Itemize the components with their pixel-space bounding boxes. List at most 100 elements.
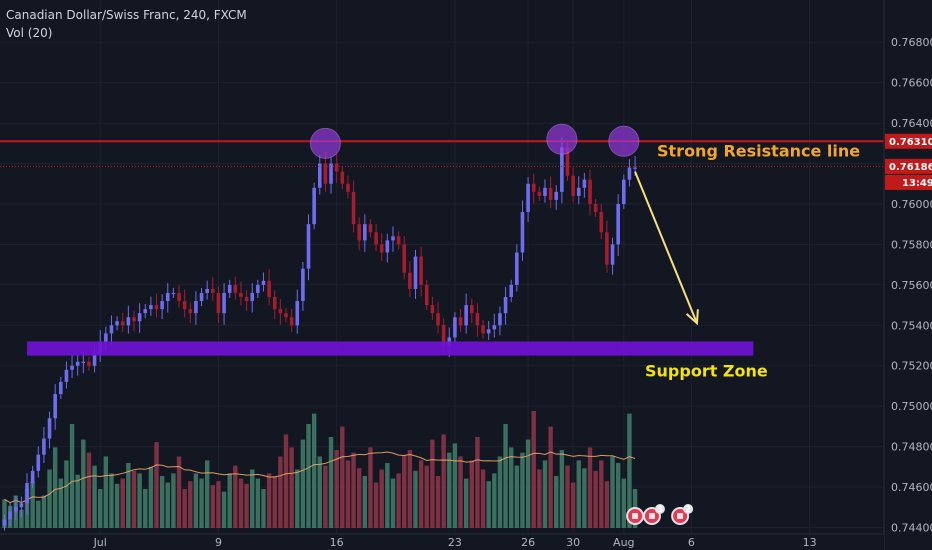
candle-body bbox=[261, 280, 266, 285]
candle-body bbox=[593, 203, 598, 213]
volume-bar bbox=[137, 473, 142, 528]
price-tick-label: 0.75200 bbox=[891, 360, 932, 373]
candle-body bbox=[70, 365, 74, 370]
volume-bar bbox=[317, 456, 322, 528]
volume-bar bbox=[52, 447, 58, 528]
volume-bar bbox=[452, 443, 458, 528]
candle-body bbox=[334, 163, 339, 172]
candle-body bbox=[109, 325, 114, 334]
volume-bar bbox=[356, 468, 362, 528]
price-tick-label: 0.76400 bbox=[891, 117, 932, 130]
volume-bar bbox=[520, 452, 525, 528]
candle-body bbox=[469, 305, 474, 314]
candle-body bbox=[233, 284, 238, 293]
time-tick-label: Aug bbox=[613, 536, 634, 549]
candle-body bbox=[272, 296, 277, 310]
candle-body bbox=[312, 187, 316, 225]
volume-bar bbox=[19, 509, 24, 528]
candle-body bbox=[548, 187, 553, 200]
price-tick-label: 0.74800 bbox=[891, 441, 932, 454]
volume-bar bbox=[176, 456, 182, 528]
volume-bar bbox=[210, 485, 216, 528]
volume-bar bbox=[379, 469, 384, 528]
time-axis-bg bbox=[0, 534, 884, 550]
volume-bar bbox=[497, 456, 503, 528]
volume-bar bbox=[610, 456, 615, 528]
time-tick-label: 23 bbox=[448, 536, 462, 549]
chart-title: Canadian Dollar/Swiss Franc, 240, FXCM bbox=[6, 8, 247, 22]
candle-body bbox=[120, 321, 125, 326]
volume-bar bbox=[621, 478, 626, 528]
candles bbox=[2, 137, 637, 531]
volume-bar bbox=[75, 474, 80, 528]
volume-bar bbox=[373, 482, 379, 528]
price-tick-label: 0.76600 bbox=[891, 77, 932, 90]
candle-body bbox=[430, 305, 435, 314]
candle-body bbox=[154, 305, 159, 310]
candle-body bbox=[323, 163, 328, 184]
volume-bar bbox=[126, 463, 131, 528]
price-axis: 0.768000.766000.764000.762000.760000.758… bbox=[883, 0, 932, 550]
volume-bar bbox=[64, 460, 69, 528]
candle-body bbox=[115, 321, 119, 326]
volume-bar bbox=[435, 476, 441, 528]
legend: Canadian Dollar/Swiss Franc, 240, FXCM V… bbox=[6, 8, 247, 40]
candle-body bbox=[576, 187, 581, 196]
volume-bar bbox=[480, 469, 486, 528]
candle-body bbox=[188, 309, 193, 314]
time-tick-label: 16 bbox=[330, 536, 344, 549]
price-tag-bg bbox=[885, 158, 932, 174]
volume-bar bbox=[385, 463, 390, 528]
candle-body bbox=[256, 284, 260, 293]
volume-bar bbox=[182, 489, 187, 528]
candle-body bbox=[616, 203, 620, 245]
candle-body bbox=[75, 361, 80, 366]
volume-bar bbox=[289, 447, 294, 528]
volume-bar bbox=[447, 452, 452, 528]
candle-body bbox=[239, 292, 243, 297]
candle-body bbox=[408, 272, 412, 289]
candle-body bbox=[357, 224, 361, 241]
volume-bar bbox=[492, 473, 497, 528]
candle-body bbox=[379, 244, 384, 253]
volume-bar bbox=[30, 481, 35, 528]
candle-body bbox=[475, 313, 480, 326]
candle-body bbox=[605, 232, 609, 265]
volume-bar bbox=[418, 460, 424, 528]
candle-body bbox=[8, 511, 12, 520]
candle-body bbox=[284, 313, 288, 318]
price-tick-label: 0.75000 bbox=[891, 400, 932, 413]
volume-bar bbox=[233, 465, 238, 528]
time-tick-label: 13 bbox=[803, 536, 817, 549]
volume-bar bbox=[295, 469, 300, 528]
candle-body bbox=[92, 353, 97, 366]
candle-body bbox=[182, 301, 187, 310]
volume-bar bbox=[407, 450, 413, 528]
time-axis: Jul 9 16 23 26 30 Aug 6 13 bbox=[0, 533, 884, 550]
candle-body bbox=[301, 268, 305, 302]
candle-body bbox=[194, 301, 198, 314]
candle-body bbox=[588, 179, 592, 204]
volume-bar bbox=[604, 481, 610, 528]
candle-body bbox=[165, 292, 170, 302]
volume-bar bbox=[41, 495, 47, 528]
volume-bar bbox=[542, 460, 548, 528]
candle-body bbox=[458, 317, 463, 326]
price-tick-label: 0.75600 bbox=[891, 279, 932, 292]
candle-body bbox=[160, 301, 164, 310]
candle-body bbox=[340, 171, 345, 184]
volume-bar bbox=[216, 481, 221, 528]
candle-body bbox=[30, 470, 35, 484]
volume-bar bbox=[514, 465, 520, 528]
volume-bar bbox=[221, 491, 227, 528]
volume-bar bbox=[159, 476, 165, 528]
volume-bar bbox=[413, 470, 418, 528]
candle-body bbox=[402, 244, 407, 273]
candle-body bbox=[363, 224, 367, 241]
candle-body bbox=[244, 296, 249, 302]
candle-body bbox=[104, 333, 108, 342]
volume-bar bbox=[86, 452, 92, 528]
volume-ma-line bbox=[4, 451, 636, 504]
